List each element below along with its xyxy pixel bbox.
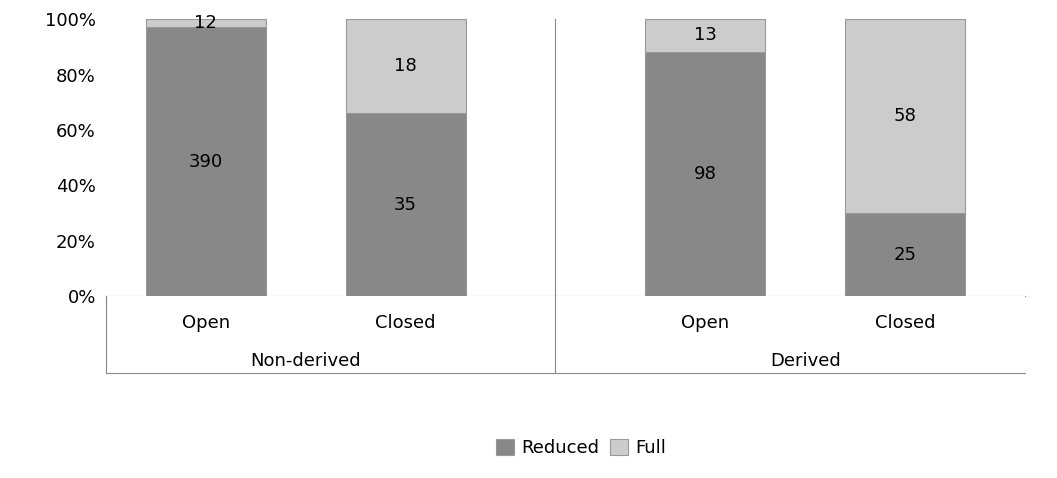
Text: 18: 18	[394, 57, 416, 75]
Text: 58: 58	[894, 107, 916, 125]
Bar	[646, 52, 765, 296]
Text: 13: 13	[694, 26, 717, 44]
Text: Open: Open	[182, 314, 229, 332]
Bar	[846, 213, 965, 296]
Bar	[846, 19, 965, 213]
Text: Closed: Closed	[875, 314, 935, 332]
Legend: Reduced, Full: Reduced, Full	[489, 432, 673, 464]
Text: Closed: Closed	[375, 314, 435, 332]
Text: 12: 12	[194, 14, 217, 32]
Text: 98: 98	[694, 165, 717, 183]
Text: Non-derived: Non-derived	[251, 352, 360, 370]
Bar	[346, 113, 465, 296]
Bar	[646, 19, 765, 52]
Text: Open: Open	[682, 314, 729, 332]
Text: 35: 35	[394, 196, 418, 214]
Bar	[146, 27, 265, 296]
Text: 25: 25	[894, 246, 916, 263]
Text: Derived: Derived	[769, 352, 840, 370]
Text: 390: 390	[188, 153, 223, 171]
Bar	[346, 19, 465, 113]
Bar	[146, 19, 265, 27]
